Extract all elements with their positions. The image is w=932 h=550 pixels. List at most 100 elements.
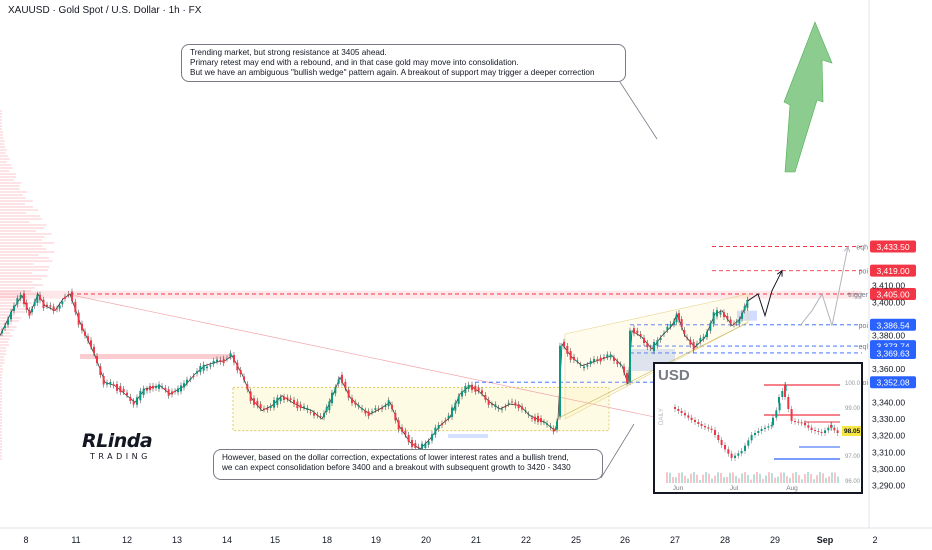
volume-bar (0, 455, 2, 457)
x-tick-label: 15 (270, 535, 280, 545)
candle-body (437, 425, 440, 429)
candle-body (46, 304, 48, 307)
candle-body (126, 392, 128, 395)
candle-body (511, 401, 513, 403)
candle-body (96, 356, 98, 363)
time-axis: 8 11 12 13 14 15 18 19 20 21 22 25 26 27 28 29 Sep 2 (0, 527, 932, 545)
volume-bar (0, 395, 2, 397)
inset-candle (778, 397, 780, 403)
inset-candle (804, 423, 806, 426)
price-tag-box (870, 376, 916, 389)
candle-body (552, 428, 555, 432)
candle-body (309, 411, 312, 413)
candle-body (573, 356, 575, 361)
inset-volume-bar (672, 476, 674, 483)
volume-bar (0, 116, 2, 118)
candle-body (279, 397, 282, 402)
inset-volume-bar (828, 476, 830, 483)
candle-body (289, 398, 292, 400)
candle-body (636, 330, 639, 333)
candle-body (132, 401, 135, 405)
price-tag-box (870, 264, 916, 277)
inset-candle (707, 427, 710, 429)
inset-candle (781, 391, 784, 397)
inset-candle (797, 421, 800, 423)
inset-candle (760, 429, 763, 431)
candle-body (391, 404, 393, 409)
candle-body (81, 323, 83, 331)
inset-candle (740, 451, 743, 454)
volume-bar (0, 353, 7, 355)
candle-body (367, 411, 370, 417)
inset-candle (727, 449, 730, 454)
y-tick-label: 3,400.00 (872, 297, 905, 307)
candle-body (421, 443, 423, 451)
candle-body (394, 413, 397, 421)
inset-y-label: 99.00 (845, 406, 861, 412)
candle-body (689, 339, 692, 345)
inset-candle (750, 435, 753, 441)
volume-bar (0, 185, 20, 187)
candle-body (149, 386, 151, 391)
volume-bar (0, 371, 3, 373)
volume-bar (0, 440, 2, 442)
volume-bar (0, 344, 10, 346)
volume-bar (0, 143, 5, 145)
candle-body (243, 376, 245, 380)
candle-body (196, 371, 198, 374)
projection-path (799, 246, 849, 326)
volume-bar (0, 263, 34, 265)
candle-body (653, 342, 655, 352)
candle-body (77, 312, 80, 325)
candle-body (364, 410, 367, 414)
candle-body (556, 421, 558, 430)
inset-volume-bar (792, 473, 794, 483)
inset-volume-bar (708, 473, 710, 483)
candle-body (344, 381, 347, 389)
inset-candle (787, 397, 790, 409)
candle-body (586, 365, 589, 367)
price-tag: 3,405.00 (876, 289, 909, 299)
x-tick-label: 13 (172, 535, 182, 545)
volume-bar (0, 431, 2, 433)
candle-body (623, 366, 625, 373)
candle-body (233, 355, 235, 363)
volume-bar (0, 332, 11, 334)
volume-bar (0, 335, 13, 337)
candle-body (222, 358, 225, 364)
candle-body (675, 314, 678, 323)
inset-candle (714, 430, 716, 435)
candle-body (666, 326, 669, 330)
volume-bar (0, 155, 8, 157)
candle-body (619, 364, 622, 366)
candle-body (521, 406, 523, 410)
x-tick-label: 28 (720, 535, 730, 545)
candle-body (164, 387, 167, 390)
x-tick-label: 29 (770, 535, 780, 545)
inset-volume-bar (747, 474, 749, 483)
volume-bar (0, 374, 2, 376)
candle-body (563, 341, 565, 347)
candle-body (283, 396, 285, 400)
candle-body (599, 357, 602, 362)
candle-body (683, 330, 686, 335)
volume-bar (0, 179, 14, 181)
inset-volume-bar (816, 475, 818, 483)
inset-candle (807, 425, 810, 428)
candle-body (579, 364, 582, 366)
volume-bar (0, 365, 3, 367)
volume-bar (0, 215, 41, 217)
candle-body (639, 334, 642, 336)
candle-body (692, 342, 695, 350)
candle-body (699, 338, 702, 342)
inset-candle (810, 427, 813, 430)
inset-candle (772, 417, 774, 425)
candle-body (28, 310, 31, 316)
candle-body (313, 412, 315, 416)
candle-body (569, 351, 572, 360)
volume-bar (0, 362, 5, 364)
candle-body (259, 404, 262, 409)
x-tick-label: 27 (670, 535, 680, 545)
inset-candle (680, 411, 683, 413)
inset-candle (817, 431, 820, 432)
